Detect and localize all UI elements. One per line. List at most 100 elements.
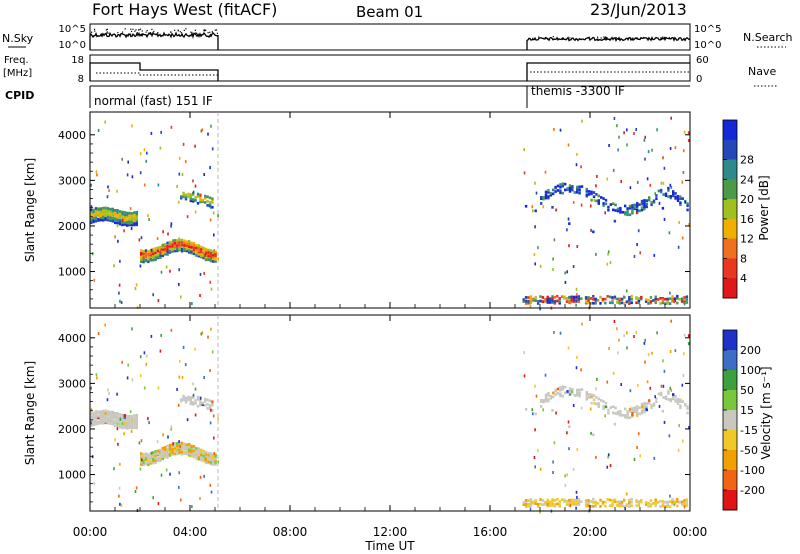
velocity-speckle (130, 430, 133, 433)
velocity-speckle (612, 371, 615, 375)
nsearch-point (603, 38, 606, 40)
velocity-cell (551, 500, 554, 503)
velocity-speckle (200, 332, 203, 336)
velocity-cell (686, 407, 689, 410)
power-cell (559, 185, 562, 189)
power-cell (672, 194, 675, 198)
velocity-cell (147, 459, 150, 462)
velocity-cell (176, 451, 179, 454)
velocity-speckle (542, 408, 544, 412)
velocity-cell (594, 500, 597, 504)
velocity-speckle (609, 464, 612, 468)
power-cell (126, 211, 129, 215)
nsky-point (91, 31, 93, 33)
velocity-speckle (662, 384, 665, 388)
velocity-cell (608, 498, 612, 502)
power-cell (568, 190, 572, 193)
power-speckle (145, 159, 148, 163)
power-cell (536, 302, 540, 305)
power-cell (602, 202, 605, 205)
velocity-cell (208, 399, 212, 403)
velocity-cell (652, 502, 655, 505)
velocity-speckle (194, 387, 197, 391)
power-cell (662, 193, 665, 196)
velocity-cell (575, 498, 578, 502)
velocity-cell (94, 419, 98, 422)
power-cell (126, 218, 129, 221)
power-cell (154, 258, 157, 262)
power-cell (192, 244, 196, 247)
velocity-speckle (649, 386, 652, 390)
velocity-cell (551, 498, 554, 501)
velocity-cell (128, 419, 131, 422)
velocity-scatter (90, 319, 690, 514)
velocity-speckle (572, 404, 575, 407)
power-cell (200, 255, 203, 259)
velocity-speckle (643, 341, 646, 345)
power-cell (128, 218, 131, 221)
velocity-cell (187, 395, 190, 399)
nsearch-point (578, 38, 580, 40)
power-cell (123, 213, 126, 216)
velocity-cell (188, 454, 191, 457)
power-speckle (150, 248, 153, 252)
power-cell (94, 212, 98, 215)
power-cell (209, 257, 212, 261)
power-cell (144, 253, 148, 257)
nsearch-point (569, 37, 571, 39)
velocity-cell (561, 387, 564, 391)
velocity-speckle (683, 505, 686, 509)
power-speckle (217, 214, 219, 218)
power-cell (206, 204, 209, 207)
power-cell (654, 301, 657, 305)
velocity-cell (152, 455, 155, 459)
power-cell (211, 199, 214, 203)
power-cell (534, 296, 537, 299)
velocity-speckle (555, 411, 557, 415)
velocity-cell (176, 452, 179, 456)
velocity-cell (189, 398, 192, 401)
nsky-point (107, 32, 109, 34)
velocity-cell (522, 501, 525, 504)
power-cell (527, 299, 530, 303)
power-speckle (181, 173, 184, 176)
velocity-cell (645, 405, 648, 409)
velocity-cell (679, 404, 682, 408)
power-speckle (613, 117, 616, 120)
velocity-cell (195, 449, 198, 452)
velocity-cell (676, 500, 679, 503)
velocity-speckle (682, 374, 685, 377)
power-cell (92, 210, 95, 214)
power-cell (587, 301, 590, 305)
power-speckle (179, 242, 182, 246)
power-cell (192, 198, 195, 201)
power-cell (149, 255, 152, 258)
velocity-cell (590, 401, 593, 405)
velocity-cell (558, 503, 561, 506)
power-speckle (687, 131, 690, 135)
power-speckle (646, 177, 649, 181)
velocity-cell (195, 457, 198, 460)
velocity-cell (643, 410, 646, 414)
velocity-cell (121, 426, 124, 430)
power-cell (640, 208, 644, 212)
power-cell (190, 250, 193, 253)
power-speckle (637, 180, 639, 184)
x-tick-label: 04:00 (173, 525, 208, 539)
velocity-cell (648, 401, 651, 405)
velocity-cell (214, 453, 217, 457)
power-cell (541, 300, 545, 303)
velocity-cell (559, 386, 562, 389)
power-cell (135, 219, 138, 223)
power-cell (604, 198, 608, 202)
power-speckle (203, 271, 205, 275)
velocity-cell (196, 398, 200, 401)
power-cell (142, 252, 145, 255)
power-speckle (201, 128, 204, 132)
velocity-cell (97, 410, 100, 414)
velocity-cell (202, 449, 205, 453)
power-speckle (670, 116, 672, 120)
velocity-cell (643, 405, 646, 409)
power-cell (135, 210, 138, 214)
velocity-cell (597, 402, 600, 405)
